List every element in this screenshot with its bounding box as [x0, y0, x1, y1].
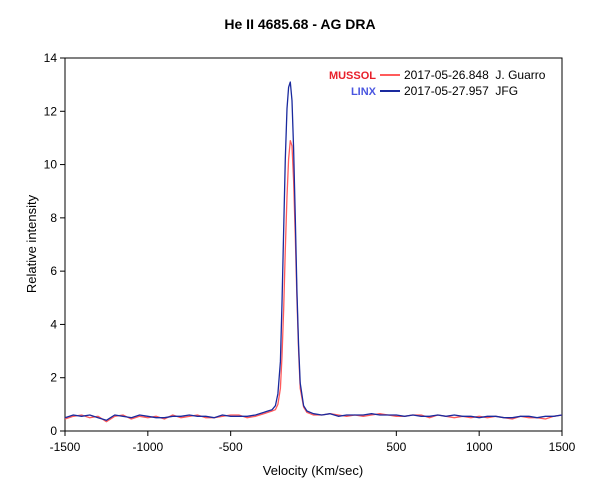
x-tick-label: 500: [386, 440, 406, 454]
legend-label-mussol: 2017-05-26.848 J. Guarro: [404, 68, 546, 82]
legend-tag-linx: LINX: [351, 86, 377, 98]
y-tick-label: 10: [44, 158, 58, 172]
y-tick-label: 8: [50, 211, 57, 225]
y-tick-label: 2: [50, 371, 57, 385]
y-tick-label: 12: [44, 104, 58, 118]
y-tick-label: 14: [44, 51, 58, 65]
x-axis-label: Velocity (Km/sec): [263, 463, 363, 478]
x-tick-label: 1000: [466, 440, 493, 454]
x-tick-label: 1500: [549, 440, 576, 454]
legend-tag-mussol: MUSSOL: [329, 70, 376, 82]
x-tick-label: -1500: [50, 440, 81, 454]
y-tick-label: 6: [50, 264, 57, 278]
legend-label-linx: 2017-05-27.957 JFG: [404, 84, 518, 98]
y-tick-label: 4: [50, 317, 57, 331]
chart-title: He II 4685.68 - AG DRA: [224, 16, 375, 32]
y-tick-label: 0: [50, 424, 57, 438]
y-axis-label: Relative intensity: [24, 194, 39, 293]
x-tick-label: -500: [219, 440, 243, 454]
x-tick-label: -1000: [132, 440, 163, 454]
